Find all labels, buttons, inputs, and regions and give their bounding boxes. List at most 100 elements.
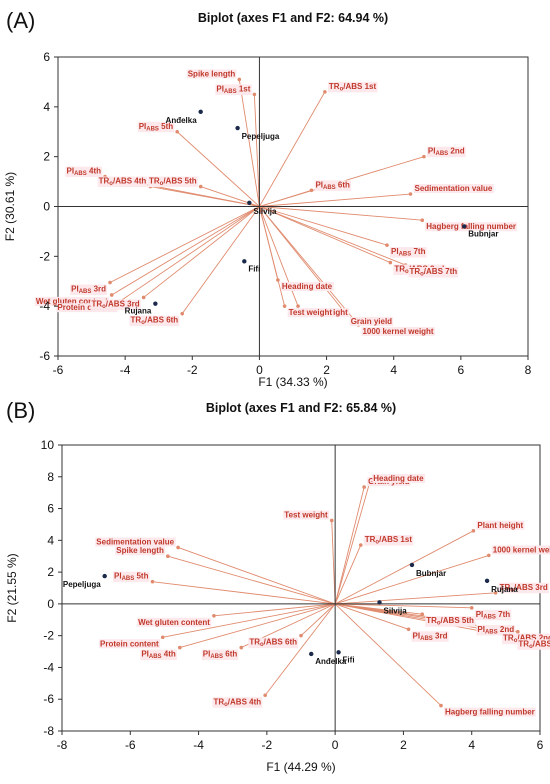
plot-frame (61, 444, 541, 732)
y-tick-label: -2 (43, 629, 54, 643)
vector-tip-tro-abs-5th (420, 612, 425, 617)
vector-tip-grain-yield (362, 485, 366, 489)
vector-tip-sedimentation-value (408, 192, 413, 196)
vector-plant-height (334, 530, 474, 605)
vector-grain-yield (334, 486, 365, 604)
vector-piabs-5th (176, 131, 260, 207)
vector-tip-piabs-3rd (108, 280, 112, 285)
chart-title: Biplot (axes F1 and F2: 64.94 %) (198, 11, 388, 25)
vector-tip-wet-gluten-content (109, 293, 114, 297)
y-tick-label: 10 (41, 438, 55, 452)
y-tick-label: -6 (39, 349, 50, 363)
variable-label-piabs-5th: PIABS 5th (139, 122, 174, 133)
x-tick-label: 2 (323, 363, 330, 377)
variable-label-bg (314, 180, 352, 191)
y-tick-label: 6 (47, 502, 54, 516)
variable-label-bg (95, 537, 176, 547)
variable-label-1000-kernel-weight: 1000 kernel weight (362, 327, 433, 336)
vector-tip-piabs-2nd (422, 154, 426, 159)
variable-label-bg (137, 617, 212, 627)
observation-point-fifi (336, 650, 341, 655)
chart-title: Biplot (axes F1 and F2: 65.84 %) (206, 401, 396, 415)
vector-sedimentation-value (259, 193, 411, 207)
x-tick-label: 0 (332, 738, 339, 752)
observation-label-bubnjar: Bubnjar (416, 569, 446, 578)
y-tick-label: 4 (47, 533, 54, 547)
observation-label-fifi: Fifi (343, 655, 355, 664)
variable-label-piabs-4th: PIABS 4th (141, 650, 176, 661)
variable-label-bg (97, 176, 148, 188)
vector-heading-date (334, 483, 370, 605)
vector-piabs-6th (259, 189, 312, 207)
variable-label-spike-length: Spike length (116, 546, 164, 555)
observation-label-pepeljuga: Pepeljuga (242, 132, 280, 141)
variable-label-bg (474, 609, 512, 621)
variable-label-bg (476, 520, 525, 530)
variable-label-grain-yield: Grain yield (351, 317, 392, 326)
variable-label-bg (90, 299, 141, 310)
observation-label-bubnjar: Bubnjar (468, 229, 498, 238)
vector-sedimentation-value (177, 547, 336, 605)
variable-label-bg (34, 296, 110, 306)
vector-tro-abs-7th (259, 206, 406, 266)
vector-tip-tro-abs-6th (299, 633, 303, 638)
x-tick-label: -2 (262, 738, 273, 752)
variable-label-bg (502, 633, 550, 645)
x-tick-label: -6 (53, 363, 64, 377)
x-tick-label: 4 (390, 363, 397, 377)
variable-label-tro-abs-3rd: TRo/ABS 3rd (91, 299, 139, 310)
variable-label-piabs-2nd: PIABS 2nd (428, 147, 465, 158)
vector-tro-abs-6th (181, 206, 260, 314)
variable-label-bg (115, 546, 165, 556)
variable-label-protein-content: Protein content (57, 303, 116, 312)
observation-label-rujana: Rujana (125, 307, 152, 316)
vector-tro-abs-3rd (335, 592, 496, 605)
vector-tip-piabs-5th (150, 579, 155, 584)
vector-tip-1000-kernel-weight (486, 553, 491, 558)
vector-piabs-5th (152, 581, 336, 605)
variable-label-tro-abs-4th: TRo/ABS 4th (99, 177, 147, 188)
variable-label-bg (140, 649, 177, 661)
variable-label-tro-abs-1st: TRo/ABS 1st (329, 82, 377, 93)
observation-label-andelka: Anđelka (166, 116, 198, 125)
variable-label-sedimentation-value: Sedimentation value (415, 184, 493, 193)
variable-label-plant-height: Plant height (477, 521, 523, 530)
vector-tip-piabs-4th (177, 645, 182, 650)
x-tick-label: 6 (458, 363, 465, 377)
variable-label-tro-abs-6th: TRo/ABS 6th (249, 638, 297, 649)
observation-label-silvija: Silvija (253, 207, 277, 216)
observation-point-rujana (153, 301, 158, 306)
vector-tip-test-weight (282, 304, 287, 308)
variable-label-heading-date: Heading date (373, 474, 424, 483)
variable-label-bg (491, 545, 550, 555)
vector-tip-tro-abs-5th (198, 184, 203, 189)
vector-tro-abs-3rd (143, 206, 260, 298)
variable-label-tro-abs-1st: TRo/ABS 1st (365, 535, 413, 546)
x-tick-label: -6 (125, 738, 136, 752)
variable-label-tro-abs-3rd: TRo/ABS 3rd (500, 583, 548, 594)
observation-points: Anđelka Pepeljuga Silvija Bubnjar Fifi Rujana (125, 109, 498, 316)
x-tick-label: -4 (193, 738, 204, 752)
vector-piabs-1st (253, 94, 260, 207)
vector-tip-tro-abs-1st (323, 90, 327, 94)
variable-label-bg (137, 121, 175, 133)
variable-label-tro-abs-2nd: TRo/ABS 2nd (503, 634, 550, 645)
variable-label-bg (70, 284, 108, 295)
vector-test-weight (258, 206, 286, 307)
variable-label-hagberg-falling-number: Hagberg falling number (426, 222, 516, 231)
variable-label-tro-abs-5th: TRo/ABS 5th (426, 616, 474, 627)
y-tick-label: -4 (39, 299, 50, 313)
vector-tro-abs-2nd (259, 206, 391, 263)
variable-label-bg (280, 282, 334, 292)
vector-tro-abs-4th (150, 186, 260, 207)
variable-label-hagberg-falling-number: Hagberg falling number (445, 708, 535, 717)
y-tick-label: 0 (43, 200, 50, 214)
variable-label-bg (201, 649, 239, 661)
variable-label-tro-abs-4th: TRo/ABS 4th (213, 697, 261, 708)
y-tick-label: 4 (43, 100, 50, 114)
vector-tip-sedimentation-value (176, 545, 180, 550)
vector-tip-plant-height (296, 304, 300, 308)
observation-point-andelka (309, 651, 314, 657)
zero-axes (62, 445, 540, 731)
